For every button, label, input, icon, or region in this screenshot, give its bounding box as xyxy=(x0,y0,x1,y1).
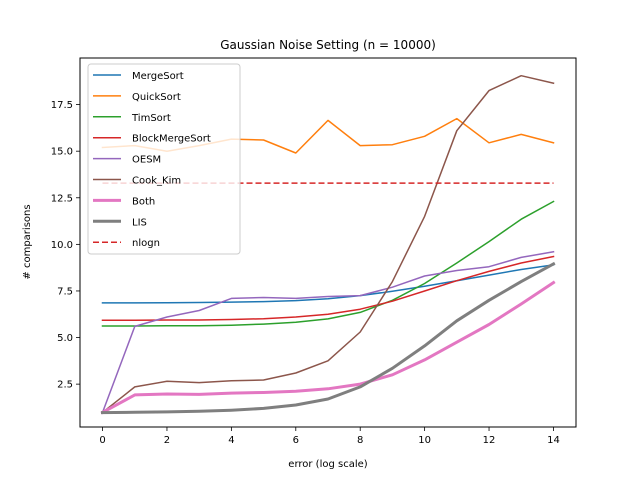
series-line-lis xyxy=(100,261,556,415)
x-tick-label: 12 xyxy=(483,435,496,446)
y-tick-label: 2.5 xyxy=(57,380,73,391)
y-tick-label: 12.5 xyxy=(51,193,73,204)
series-line-blockmergesort xyxy=(101,255,555,321)
y-axis-ticks: 2.5 5.0 7.5 10.0 12.5 15.0 17.5 xyxy=(51,100,80,391)
chart-title: Gaussian Noise Setting (n = 10000) xyxy=(220,38,436,52)
y-tick-label: 10.0 xyxy=(51,240,73,251)
x-tick-label: 4 xyxy=(228,435,234,446)
legend-label: MergeSort xyxy=(132,71,184,82)
x-tick-label: 6 xyxy=(293,435,299,446)
legend-label: Cook_Kim xyxy=(132,176,181,187)
x-axis-label: error (log scale) xyxy=(288,459,367,470)
series-line-oesm xyxy=(101,250,555,414)
y-tick-label: 15.0 xyxy=(51,147,73,158)
legend-label: BlockMergeSort xyxy=(132,134,211,145)
series-line-timsort xyxy=(101,200,555,327)
y-tick-label: 7.5 xyxy=(57,286,73,297)
legend-label: QuickSort xyxy=(132,92,181,103)
series-line-cook-kim xyxy=(101,74,555,414)
legend: MergeSort QuickSort TimSort BlockMergeSort O… xyxy=(87,63,241,255)
y-axis-label: # comparisons xyxy=(22,204,33,279)
x-tick-label: 10 xyxy=(418,435,431,446)
y-tick-label: 17.5 xyxy=(51,100,73,111)
legend-label: Both xyxy=(132,196,155,207)
legend-box xyxy=(87,63,241,255)
x-tick-label: 0 xyxy=(99,435,105,446)
legend-label: LIS xyxy=(132,217,147,228)
legend-label: TimSort xyxy=(131,113,171,124)
x-tick-label: 2 xyxy=(164,435,170,446)
legend-label: OESM xyxy=(132,155,161,166)
x-tick-label: 14 xyxy=(547,435,560,446)
x-axis-ticks: 0 2 4 6 8 10 12 14 xyxy=(99,427,560,446)
series-line-mergesort xyxy=(101,264,555,304)
x-tick-label: 8 xyxy=(357,435,363,446)
y-tick-label: 5.0 xyxy=(57,333,73,344)
plot-frame xyxy=(79,57,577,428)
legend-label: nlogn xyxy=(132,238,160,249)
series-line-both xyxy=(100,280,556,415)
